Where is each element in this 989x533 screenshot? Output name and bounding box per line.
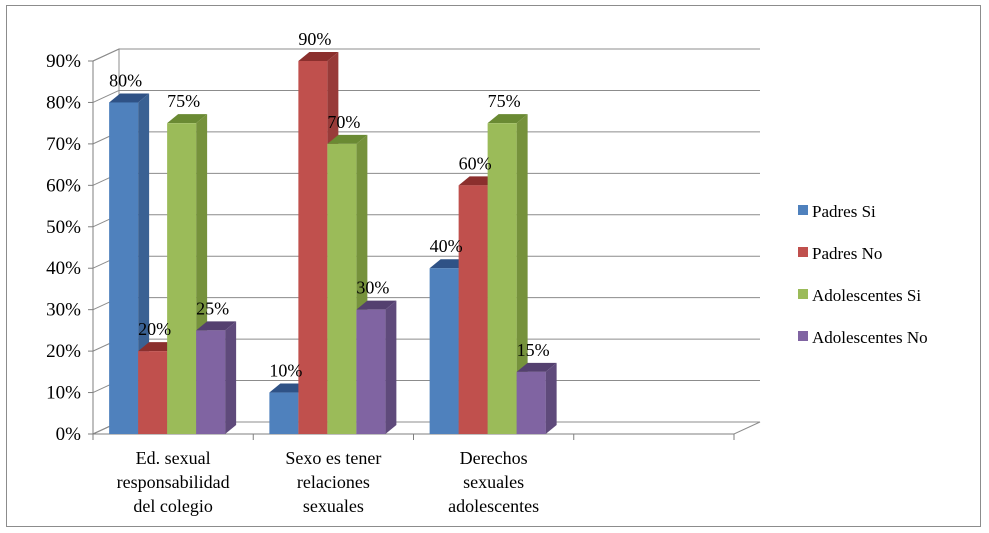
bar-front <box>458 185 488 434</box>
y-tick-label: 50% <box>46 217 81 238</box>
bar-top <box>167 114 208 124</box>
x-tick-label: del colegio <box>133 496 212 516</box>
bar-front <box>167 123 197 435</box>
y-tick-label: 40% <box>46 258 81 279</box>
data-label: 75% <box>167 91 200 111</box>
y-tick-label: 80% <box>46 92 81 113</box>
data-label: 25% <box>196 298 229 318</box>
data-label: 80% <box>109 70 142 90</box>
bar-adolescentes-si <box>487 114 528 435</box>
legend-swatch <box>798 247 808 257</box>
bar-side <box>516 114 528 435</box>
legend-swatch <box>798 331 808 341</box>
bar-front <box>298 61 328 434</box>
data-label: 90% <box>298 29 331 49</box>
bar-chart: 0% 10% 20% 30% 40% 50% 60% 70% 80% 90% Ed. sexual… <box>46 29 928 516</box>
bar-top <box>487 114 528 124</box>
bar-front <box>196 330 226 434</box>
y-tick-label: 10% <box>46 383 81 404</box>
data-label: 20% <box>138 319 171 339</box>
bar-adolescentes-no <box>516 362 557 434</box>
bar-top <box>109 93 150 103</box>
y-tick-label: 70% <box>46 134 81 155</box>
bar-adolescentes-no <box>196 321 237 434</box>
bar-top <box>196 321 237 331</box>
x-tick-label: relaciones <box>297 472 370 492</box>
bar-front <box>269 392 299 434</box>
x-tick-label: sexuales <box>463 472 524 492</box>
gridline-side <box>92 89 120 103</box>
data-label: 15% <box>517 340 550 360</box>
y-tick-label: 30% <box>46 300 81 321</box>
legend: Padres Si Padres No Adolescentes Si Adolesc… <box>798 202 928 347</box>
bar-front <box>516 371 546 434</box>
bar-side <box>545 362 557 434</box>
bar-top <box>298 52 339 61</box>
bar-front <box>429 268 459 434</box>
x-tick-label: adolescentes <box>448 496 539 516</box>
bar-front <box>109 102 139 434</box>
legend-swatch <box>798 205 808 215</box>
y-tick-label: 0% <box>56 424 82 445</box>
bar-front <box>356 309 386 434</box>
bar-top <box>356 300 397 310</box>
bar-side <box>385 300 397 434</box>
bar-front <box>138 351 168 434</box>
bar-top <box>516 362 557 372</box>
gridline-side <box>92 48 120 62</box>
y-tick-label: 60% <box>46 175 81 196</box>
bar-side <box>225 321 237 434</box>
data-label: 30% <box>356 278 389 298</box>
y-tick-label: 90% <box>46 51 81 72</box>
x-tick-label: Derechos <box>460 448 528 468</box>
data-label: 70% <box>327 112 360 132</box>
x-tick-label: Ed. sexual <box>136 448 211 468</box>
data-label: 60% <box>459 153 492 173</box>
y-tick-label: 20% <box>46 341 81 362</box>
x-tick-label: sexuales <box>303 496 364 516</box>
legend-label: Adolescentes Si <box>812 286 921 305</box>
x-tick-label: Sexo es tener <box>285 448 381 468</box>
bar-padres-si <box>109 93 150 434</box>
y-axis-ticks: 0% 10% 20% 30% 40% 50% 60% 70% 80% 90% <box>46 51 81 445</box>
x-tick-label: responsabilidad <box>117 472 230 492</box>
legend-swatch <box>798 289 808 299</box>
x-axis-ticks: Ed. sexual responsabilidad del colegio Sexo… <box>117 448 539 516</box>
data-labels: 80% 10% 40% 20% 90% 60% 75% 70% 75% 25% 30% 15% <box>109 29 550 381</box>
bar-adolescentes-no <box>356 300 397 434</box>
bar-top <box>327 134 368 144</box>
chart-area: 0% 10% 20% 30% 40% 50% 60% 70% 80% 90% Ed. sexual… <box>6 5 981 527</box>
data-label: 10% <box>269 361 302 381</box>
data-label: 40% <box>430 236 463 256</box>
legend-label: Adolescentes No <box>812 328 928 347</box>
legend-label: Padres Si <box>812 202 876 221</box>
legend-label: Padres No <box>812 244 882 263</box>
bars <box>109 52 557 435</box>
bar-front <box>487 123 517 435</box>
bar-front <box>327 143 357 434</box>
data-label: 75% <box>488 91 521 111</box>
